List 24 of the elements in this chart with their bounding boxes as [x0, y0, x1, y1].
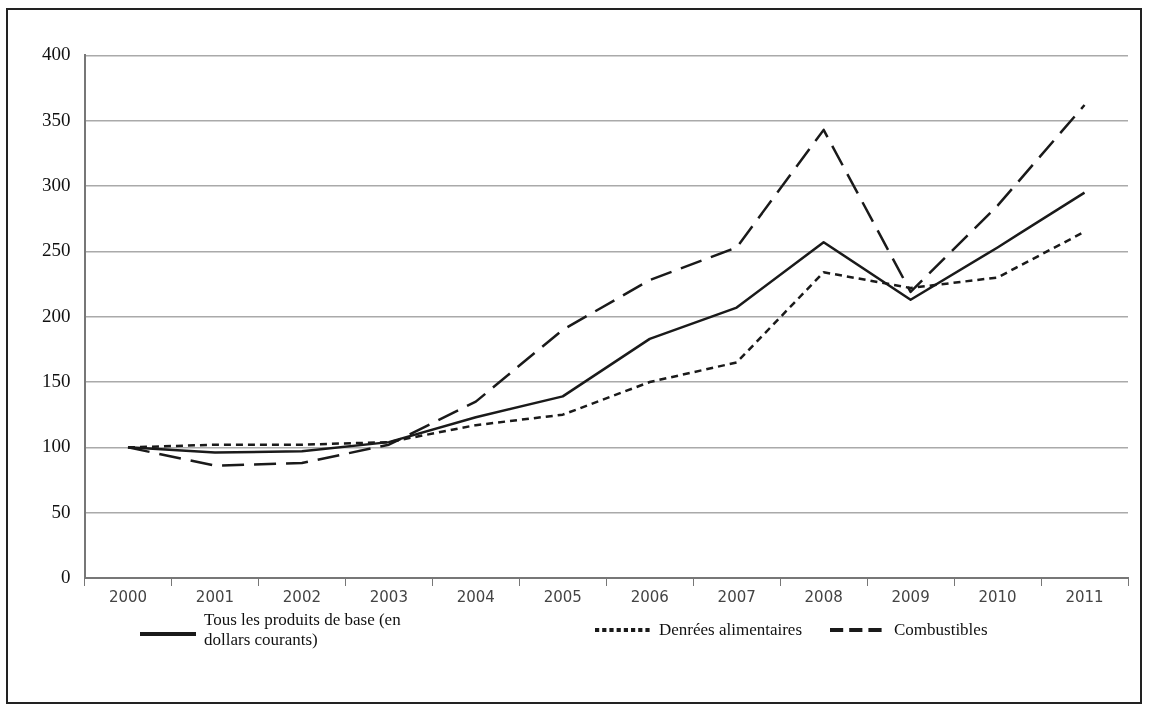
- y-tick-label: 150: [42, 370, 71, 392]
- y-tick-label: 400: [42, 43, 71, 65]
- y-tick-label: 300: [42, 174, 71, 196]
- x-tick-label: 2005: [543, 587, 582, 606]
- x-tick-label: 2007: [717, 587, 756, 606]
- legend-label: Denrées alimentaires: [659, 620, 803, 640]
- x-tick-label: 2006: [630, 587, 669, 606]
- y-tick-label: 100: [42, 435, 71, 457]
- x-tick-label: 2003: [369, 587, 408, 606]
- y-tick-label: 0: [61, 565, 71, 587]
- y-tick-label: 350: [42, 108, 71, 130]
- x-tick-label: 2009: [891, 587, 930, 606]
- x-tick-label: 2000: [108, 587, 148, 606]
- x-tick-label: 2002: [282, 587, 321, 606]
- x-tick-label: 2001: [195, 587, 235, 606]
- y-tick-label: 200: [42, 304, 71, 326]
- y-tick-label: 50: [51, 500, 71, 522]
- x-tick-label: 2004: [456, 587, 495, 606]
- legend-label: Combustibles: [894, 620, 988, 640]
- legend-label: Tous les produits de base (en dollars courants): [204, 610, 402, 650]
- x-tick-label: 2011: [1065, 587, 1104, 606]
- x-tick-label: 2010: [978, 587, 1017, 606]
- y-tick-label: 250: [42, 239, 71, 261]
- x-tick-label: 2008: [804, 587, 843, 606]
